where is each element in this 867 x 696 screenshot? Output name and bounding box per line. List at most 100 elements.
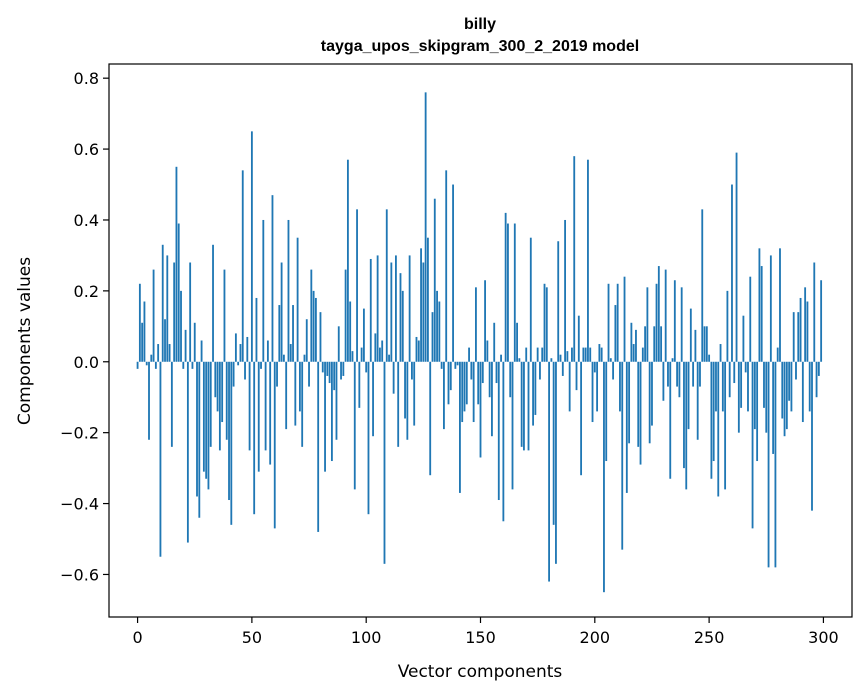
bar-179 xyxy=(545,287,548,362)
bar-89 xyxy=(340,361,342,380)
bar-134 xyxy=(443,361,445,430)
bar-160 xyxy=(502,361,505,522)
bar-198 xyxy=(589,347,592,362)
bar-41 xyxy=(230,361,233,525)
bar-176 xyxy=(539,361,541,380)
bar-218 xyxy=(635,329,637,362)
bar-231 xyxy=(664,269,667,362)
bar-169 xyxy=(523,361,525,451)
bar-102 xyxy=(369,258,372,362)
bar-239 xyxy=(683,361,685,469)
bar-3 xyxy=(143,301,146,362)
bar-286 xyxy=(790,361,793,412)
bar-35 xyxy=(216,361,219,412)
bar-248 xyxy=(703,326,706,362)
bar-60 xyxy=(273,361,276,529)
bar-83 xyxy=(326,361,329,376)
bar-63 xyxy=(280,262,283,362)
bar-68 xyxy=(292,305,294,362)
x-tick-label: 100 xyxy=(351,628,382,647)
bar-97 xyxy=(358,361,361,408)
bar-158 xyxy=(497,361,500,501)
x-tick-label: 300 xyxy=(808,628,839,647)
bar-230 xyxy=(662,361,665,401)
bar-290 xyxy=(799,297,802,362)
bar-45 xyxy=(239,344,242,362)
bar-74 xyxy=(305,319,308,362)
bar-165 xyxy=(513,223,516,362)
bar-2 xyxy=(141,322,144,362)
bar-220 xyxy=(639,361,642,465)
bar-263 xyxy=(737,361,740,433)
bar-17 xyxy=(175,166,178,362)
bar-204 xyxy=(603,361,605,593)
x-tick-label: 200 xyxy=(580,628,611,647)
bar-52 xyxy=(255,297,258,362)
bar-122 xyxy=(415,336,418,362)
y-tick-label: 0.4 xyxy=(74,211,99,230)
bar-173 xyxy=(532,361,534,426)
bar-67 xyxy=(289,344,292,362)
bar-202 xyxy=(598,344,601,362)
bar-101 xyxy=(367,361,370,515)
bar-54 xyxy=(260,361,262,369)
bar-118 xyxy=(406,361,409,440)
bar-11 xyxy=(161,244,164,362)
bar-140 xyxy=(456,361,459,366)
bar-196 xyxy=(584,347,587,362)
bar-296 xyxy=(813,262,816,362)
bar-190 xyxy=(571,347,573,362)
bar-208 xyxy=(612,361,615,380)
bar-47 xyxy=(244,361,246,380)
x-axis-ticks: 0 50 100 150 200 250 300 xyxy=(132,617,839,647)
bar-146 xyxy=(470,361,473,380)
bar-219 xyxy=(637,361,640,447)
bar-44 xyxy=(237,361,240,366)
bar-1 xyxy=(138,283,141,362)
bar-142 xyxy=(461,361,464,423)
bar-258 xyxy=(726,290,729,362)
bar-27 xyxy=(198,361,201,518)
bar-280 xyxy=(776,347,779,362)
bar-144 xyxy=(465,361,468,405)
bar-293 xyxy=(806,301,809,362)
bar-194 xyxy=(580,361,583,476)
bar-155 xyxy=(491,361,493,437)
bar-116 xyxy=(401,290,404,362)
bar-163 xyxy=(509,361,512,398)
bar-80 xyxy=(319,312,322,362)
bar-43 xyxy=(234,333,237,362)
bar-195 xyxy=(582,347,585,362)
bar-148 xyxy=(475,287,477,362)
bar-252 xyxy=(712,361,715,462)
bar-93 xyxy=(349,301,352,362)
bar-254 xyxy=(717,361,720,497)
bar-192 xyxy=(575,361,578,391)
bar-201 xyxy=(596,361,599,412)
bar-79 xyxy=(317,361,320,532)
bar-53 xyxy=(257,361,260,472)
chart-subtitle: tayga_upos_skipgram_300_2_2019 model xyxy=(321,38,639,55)
bar-283 xyxy=(783,361,786,437)
bar-69 xyxy=(294,361,297,426)
bar-19 xyxy=(180,290,182,362)
bar-50 xyxy=(250,131,253,362)
bar-75 xyxy=(308,361,310,387)
chart-title: billy xyxy=(464,16,496,33)
bar-150 xyxy=(479,361,482,458)
y-tick-label: −0.6 xyxy=(60,565,99,584)
bar-187 xyxy=(564,219,566,362)
y-axis-ticks: −0.6 −0.4 −0.2 0.0 0.2 0.4 0.6 0.8 xyxy=(60,69,109,584)
bar-141 xyxy=(459,361,461,493)
bar-6 xyxy=(150,354,153,362)
bar-49 xyxy=(248,361,251,451)
bar-266 xyxy=(744,361,747,373)
bar-236 xyxy=(676,361,679,387)
bar-297 xyxy=(815,361,818,398)
bar-30 xyxy=(205,361,208,479)
bar-124 xyxy=(420,248,422,362)
bar-88 xyxy=(337,326,340,362)
bar-228 xyxy=(657,266,660,362)
y-tick-label: −0.4 xyxy=(60,495,99,514)
